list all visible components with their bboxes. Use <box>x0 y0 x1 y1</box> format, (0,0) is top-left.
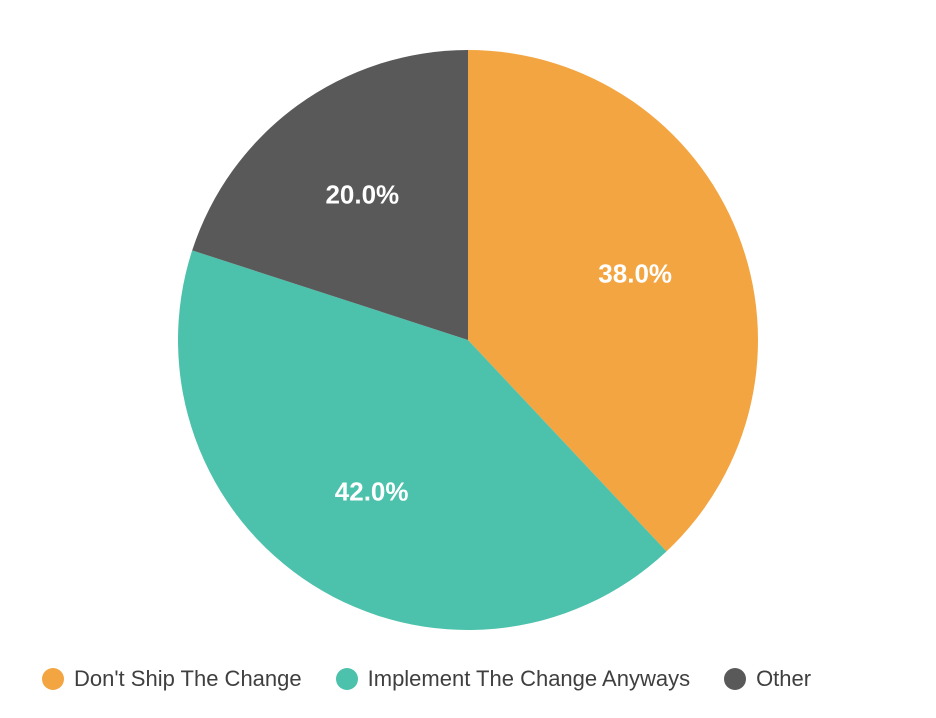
legend-swatch-icon <box>724 668 746 690</box>
pie-chart-svg <box>0 0 936 718</box>
legend-label: Other <box>756 666 811 692</box>
legend-item: Implement The Change Anyways <box>336 666 690 692</box>
legend-swatch-icon <box>336 668 358 690</box>
legend-label: Don't Ship The Change <box>74 666 302 692</box>
legend: Don't Ship The Change Implement The Chang… <box>42 666 811 692</box>
legend-item: Other <box>724 666 811 692</box>
legend-item: Don't Ship The Change <box>42 666 302 692</box>
legend-swatch-icon <box>42 668 64 690</box>
pie-chart-container: Don't Ship The Change Implement The Chang… <box>0 0 936 718</box>
legend-label: Implement The Change Anyways <box>368 666 690 692</box>
